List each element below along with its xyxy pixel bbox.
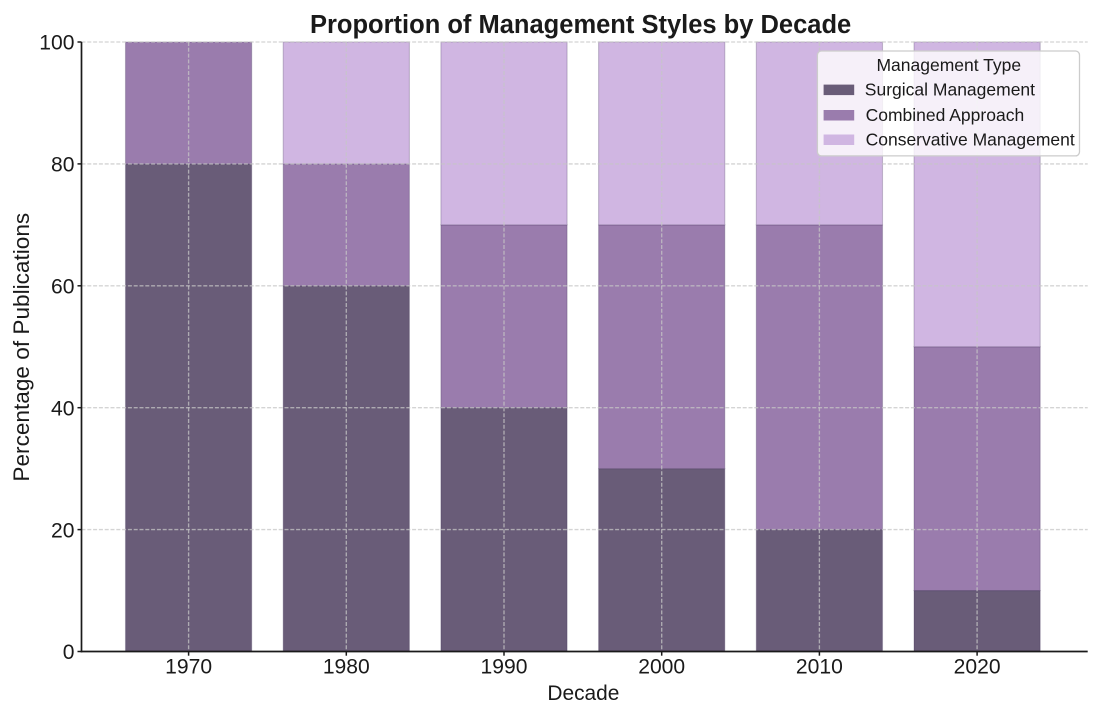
svg-text:Surgical Management: Surgical Management [865, 79, 1035, 99]
svg-text:40: 40 [51, 397, 74, 420]
svg-text:2000: 2000 [638, 656, 685, 679]
svg-text:Conservative Management: Conservative Management [866, 129, 1075, 149]
svg-text:60: 60 [51, 276, 74, 299]
svg-text:Percentage of Publications: Percentage of Publications [9, 213, 34, 482]
svg-text:100: 100 [39, 32, 74, 55]
svg-text:Management Type: Management Type [876, 55, 1021, 75]
svg-text:1970: 1970 [165, 656, 212, 679]
svg-text:1980: 1980 [323, 656, 370, 679]
svg-text:Proportion of Management Style: Proportion of Management Styles by Decad… [310, 11, 851, 39]
svg-text:1990: 1990 [481, 656, 528, 679]
svg-text:Combined Approach: Combined Approach [866, 105, 1025, 125]
svg-text:80: 80 [51, 154, 74, 177]
svg-text:Decade: Decade [547, 682, 619, 705]
svg-text:2020: 2020 [954, 656, 1001, 679]
svg-text:2010: 2010 [796, 656, 843, 679]
svg-text:20: 20 [51, 519, 74, 542]
svg-text:0: 0 [63, 641, 75, 664]
